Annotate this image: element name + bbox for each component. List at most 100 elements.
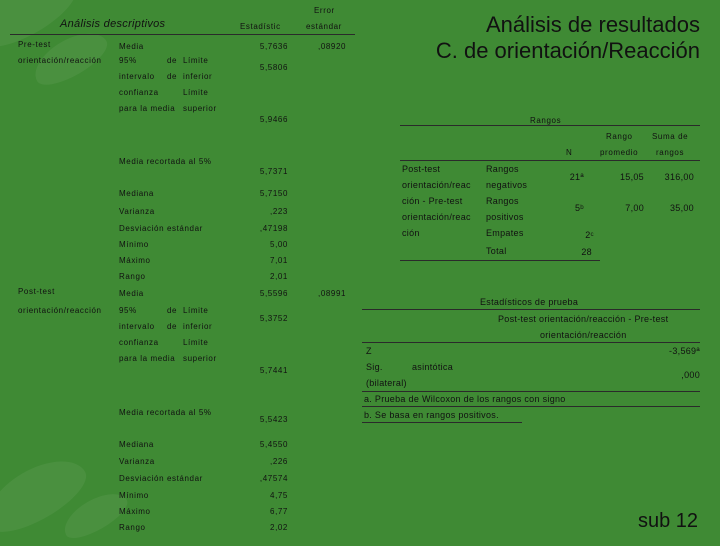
stat-recortada-value: 5,7371	[259, 167, 288, 176]
stat-minimo-value: 4,75	[270, 491, 288, 500]
rangos-positivos-rango: 7,00	[625, 203, 644, 213]
ci-para-la-media: para la media	[119, 104, 176, 113]
stat-varianza-value: ,226	[270, 457, 288, 466]
stat-media-value: 5,7636	[259, 42, 288, 51]
rangos-bottom-rule	[400, 260, 600, 261]
rangos-empates-label: Empates	[486, 228, 524, 238]
slide-title-line2: C. de orientación/Reacción	[435, 38, 700, 63]
rangos-negativos-label-line1: Rangos	[486, 164, 519, 174]
prueba-title: Estadísticos de prueba	[480, 297, 579, 307]
rangos-positivos-label-line1: Rangos	[486, 196, 519, 206]
rangos-header-rule	[400, 160, 700, 161]
ci-confianza: confianza	[119, 338, 159, 347]
stat-varianza-label: Varianza	[119, 457, 155, 466]
stat-maximo-label: Máximo	[119, 256, 151, 265]
prueba-col-line2: orientación/reacción	[540, 330, 627, 340]
ci-limite: Límite	[183, 56, 209, 65]
prueba-note-rule	[362, 406, 700, 407]
rangos-row-label-line3: ción - Pre-test	[402, 196, 463, 206]
group-error-value: ,08991	[318, 289, 347, 298]
rangos-empates-n: 2ᶜ	[585, 230, 594, 240]
prueba-col-line1: Post-test orientación/reacción - Pre-tes…	[498, 314, 669, 324]
ci-inferior-value: 5,5806	[259, 63, 288, 72]
stat-media-label: Media	[119, 289, 144, 298]
slide-title: Análisis de resultados C. de orientación…	[420, 12, 700, 64]
rangos-row-label-line5: ción	[402, 228, 420, 238]
stat-mediana-value: 5,4550	[259, 440, 288, 449]
rangos-col-suma-line2: rangos	[656, 148, 685, 157]
rangos-row-label-line4: orientación/reac	[402, 212, 471, 222]
prueba-note-b: b. Se basa en rangos positivos.	[364, 410, 499, 420]
stat-varianza-label: Varianza	[119, 207, 155, 216]
ci-superior: superior	[183, 354, 217, 363]
rangos-positivos-label-line2: positivos	[486, 212, 524, 222]
rangos-title: Rangos	[530, 116, 562, 125]
ci-confianza: confianza	[119, 88, 159, 97]
ci-superior-value: 5,7441	[259, 366, 288, 375]
ci-limite2: Límite	[183, 88, 209, 97]
stat-desv-label: Desviación estándar	[119, 224, 203, 233]
rangos-row-label-line2: orientación/reac	[402, 180, 471, 190]
group-label-line1: Pre-test	[18, 40, 51, 49]
stat-recortada-label: Media recortada al 5%	[119, 408, 212, 417]
stat-maximo-label: Máximo	[119, 507, 151, 516]
ci-inferior: inferior	[183, 322, 213, 331]
group-label-line1: Post-test	[18, 287, 55, 296]
prueba-sig-asintotica: asintótica	[412, 362, 454, 372]
stat-rango-value: 2,02	[270, 523, 288, 532]
stat-desv-value: ,47198	[259, 224, 288, 233]
prueba-z-label: Z	[366, 346, 372, 356]
rangos-negativos-suma: 316,00	[664, 172, 694, 182]
rangos-positivos-n: 5ᵇ	[574, 203, 584, 213]
stat-maximo-value: 7,01	[270, 256, 288, 265]
group-label-line2: orientación/reacción	[18, 306, 102, 315]
rangos-positivos-suma: 35,00	[669, 203, 694, 213]
prueba-sig-line2: (bilateral)	[366, 378, 407, 388]
ci-de: de	[167, 306, 178, 315]
rangos-total-label: Total	[486, 246, 507, 256]
stat-recortada-label: Media recortada al 5%	[119, 157, 212, 166]
rangos-top-rule	[400, 125, 700, 126]
stat-desv-value: ,47574	[259, 474, 288, 483]
prueba-header-rule	[362, 342, 700, 343]
col-header-error-line2: estándar	[306, 22, 342, 31]
prueba-bottom-rule	[362, 391, 700, 392]
ci-95: 95%	[119, 56, 137, 65]
stat-minimo-label: Mínimo	[119, 240, 149, 249]
ci-limite2: Límite	[183, 338, 209, 347]
rangos-col-suma-line1: Suma de	[652, 132, 689, 141]
ci-superior-value: 5,9466	[259, 115, 288, 124]
rangos-col-n: N	[566, 148, 573, 157]
stat-rango-label: Rango	[119, 272, 146, 281]
ci-de: de	[167, 56, 178, 65]
ci-inferior-value: 5,3752	[259, 314, 288, 323]
stat-maximo-value: 6,77	[270, 507, 288, 516]
stat-minimo-value: 5,00	[270, 240, 288, 249]
ci-de2: de	[167, 72, 178, 81]
slide-title-line1: Análisis de resultados	[485, 12, 700, 37]
slide-footer: sub 12	[638, 510, 699, 532]
rangos-negativos-rango: 15,05	[619, 172, 644, 182]
stat-rango-value: 2,01	[270, 272, 288, 281]
col-header-error-line1: Error	[314, 6, 335, 15]
stat-recortada-value: 5,5423	[259, 415, 288, 424]
ci-intervalo: intervalo	[119, 72, 155, 81]
prueba-note-a: a. Prueba de Wilcoxon de los rangos con …	[364, 394, 566, 404]
ci-para-la-media: para la media	[119, 354, 176, 363]
stat-rango-label: Rango	[119, 523, 146, 532]
ci-superior: superior	[183, 104, 217, 113]
stat-mediana-label: Mediana	[119, 440, 154, 449]
stat-media-label: Media	[119, 42, 144, 51]
prueba-top-rule	[362, 309, 700, 310]
prueba-sig-value: ,000	[681, 370, 700, 380]
stat-mediana-value: 5,7150	[259, 189, 288, 198]
rangos-col-rango-line1: Rango	[606, 132, 633, 141]
prueba-note-rule-bottom	[362, 422, 522, 423]
stat-varianza-value: ,223	[270, 207, 288, 216]
ci-inferior: inferior	[183, 72, 213, 81]
ci-de2: de	[167, 322, 178, 331]
prueba-sig-line1: Sig.	[366, 362, 383, 372]
ci-intervalo: intervalo	[119, 322, 155, 331]
rangos-col-rango-line2: promedio	[600, 148, 639, 157]
stat-desv-label: Desviación estándar	[119, 474, 203, 483]
